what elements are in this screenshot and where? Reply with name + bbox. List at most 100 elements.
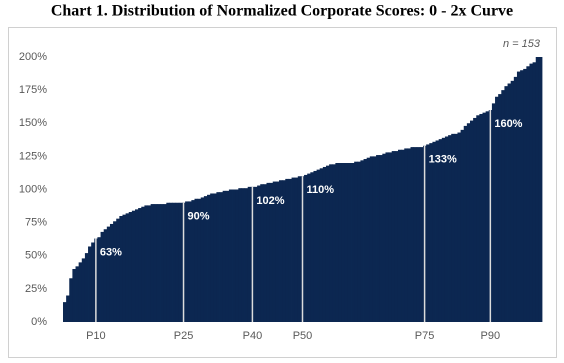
bar [156, 204, 161, 322]
bar [325, 165, 330, 322]
bar [135, 209, 139, 322]
bar [109, 223, 114, 322]
bar [344, 163, 349, 322]
bar [404, 148, 408, 322]
bar [100, 231, 105, 322]
value-label: 90% [188, 211, 210, 223]
bar [491, 103, 496, 322]
bar [454, 133, 458, 322]
bar [413, 147, 418, 322]
bar [294, 177, 299, 322]
bar [131, 210, 136, 322]
bar [466, 123, 471, 322]
bar [263, 184, 267, 322]
bar [507, 83, 512, 322]
bar [310, 172, 314, 322]
bar [282, 180, 286, 322]
bar [535, 57, 540, 322]
bar [410, 147, 415, 322]
x-tick-label: P50 [293, 330, 313, 342]
bar [347, 163, 352, 322]
bar [260, 184, 264, 322]
y-tick-label: 75% [25, 217, 47, 229]
bar [460, 129, 465, 322]
bar [335, 163, 339, 322]
bar [523, 68, 527, 322]
bar [322, 166, 327, 322]
value-label: 102% [256, 195, 284, 207]
x-tick-label: P10 [86, 330, 106, 342]
bar [191, 200, 195, 322]
y-tick-label: 0% [31, 316, 47, 328]
bar [253, 186, 258, 322]
x-tick-label: P90 [481, 330, 501, 342]
bar [128, 212, 133, 322]
bar [232, 189, 236, 322]
bar [366, 157, 371, 322]
y-tick-label: 175% [19, 84, 47, 96]
y-tick-label: 150% [19, 117, 47, 129]
bar [125, 213, 130, 322]
bar [419, 147, 424, 322]
bar [504, 86, 508, 323]
y-tick-label: 25% [25, 283, 47, 295]
bar [225, 190, 230, 322]
bar [78, 262, 83, 322]
bar [81, 258, 86, 322]
y-tick-label: 125% [19, 150, 47, 162]
chart-title: Chart 1. Distribution of Normalized Corp… [51, 3, 513, 20]
bar [529, 63, 534, 322]
bar [194, 198, 199, 322]
bar [338, 163, 343, 322]
bar [498, 94, 502, 322]
bar [222, 190, 227, 322]
bar [385, 152, 389, 322]
bar [513, 76, 518, 322]
bar [169, 202, 173, 322]
bar [144, 205, 148, 322]
bar [113, 221, 117, 322]
bar [216, 192, 220, 322]
bar [341, 163, 346, 322]
bar [407, 148, 411, 322]
bar [448, 135, 452, 322]
bar [66, 295, 70, 322]
bar [291, 177, 296, 322]
x-tick-label: P40 [243, 330, 263, 342]
bar [297, 176, 302, 322]
bar [235, 189, 239, 322]
bar [166, 202, 170, 322]
bar [304, 174, 308, 322]
y-tick-label: 100% [19, 183, 47, 195]
bar [210, 193, 214, 322]
bar [160, 204, 164, 322]
bar [178, 202, 183, 322]
bar [266, 182, 271, 322]
bar [351, 163, 355, 322]
bar [357, 161, 361, 322]
bar [153, 204, 158, 322]
bar [379, 155, 383, 322]
y-tick-label: 200% [19, 51, 47, 63]
bar [141, 206, 145, 322]
bar [501, 90, 505, 322]
bar [388, 152, 393, 322]
bar [103, 229, 108, 322]
bar [444, 136, 449, 322]
bar [219, 192, 224, 322]
bar [526, 66, 530, 323]
bar [272, 181, 277, 322]
bar [147, 205, 152, 322]
bar [84, 253, 89, 322]
value-label: 110% [307, 184, 335, 196]
bar [188, 201, 192, 322]
bar [332, 164, 336, 322]
bar [538, 57, 543, 322]
bar [438, 139, 443, 322]
bar [469, 120, 474, 322]
bar [532, 62, 537, 323]
bar [432, 141, 436, 322]
bar [307, 173, 311, 322]
bar [275, 181, 280, 322]
bar [150, 204, 155, 322]
